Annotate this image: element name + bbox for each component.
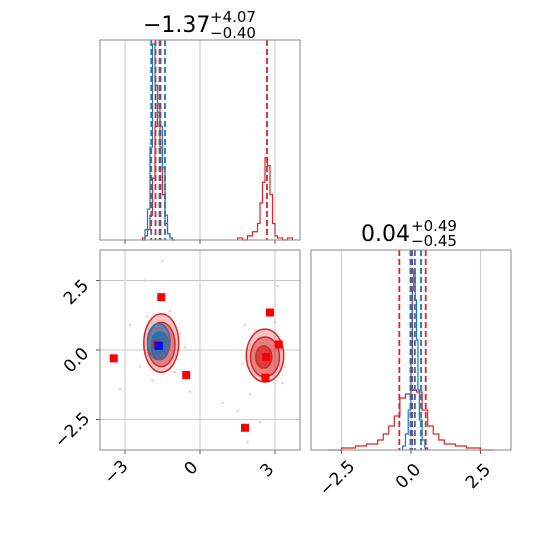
x-tick-label: −3 bbox=[101, 457, 133, 489]
marker-red bbox=[157, 293, 166, 302]
scatter-point bbox=[253, 329, 257, 332]
x-tick-label: 0 bbox=[181, 458, 203, 480]
scatter-point bbox=[243, 323, 247, 327]
title-param0-minus: −0.40 bbox=[210, 24, 256, 42]
title-param1-minus: −0.45 bbox=[411, 232, 457, 250]
scatter-point bbox=[138, 365, 142, 368]
x-tick-label: 2.5 bbox=[462, 460, 495, 493]
panel-frame bbox=[99, 249, 301, 451]
marker-red bbox=[262, 352, 271, 361]
hist-blue bbox=[142, 43, 174, 241]
hist-blue bbox=[402, 269, 429, 450]
x-tick-label: −2.5 bbox=[316, 457, 359, 500]
hist-red-mode2 bbox=[236, 156, 294, 241]
panel-frame bbox=[99, 39, 301, 241]
panel-hist-param1 bbox=[310, 249, 512, 454]
x-tick-label: 0.0 bbox=[392, 460, 425, 493]
title-param0-median: −1.37 bbox=[143, 13, 210, 38]
title-param1-plus: +0.49 bbox=[411, 217, 457, 235]
marker-red bbox=[182, 371, 191, 379]
scatter-point bbox=[248, 393, 252, 396]
scatter-point bbox=[178, 332, 182, 335]
panel-frame bbox=[310, 249, 512, 451]
marker-red bbox=[109, 354, 118, 363]
title-param1-median: 0.04 bbox=[361, 222, 410, 247]
marker-blue bbox=[154, 341, 163, 350]
scatter-point bbox=[273, 321, 277, 324]
scatter-point bbox=[241, 362, 244, 366]
x-tick-label: 3 bbox=[257, 460, 279, 482]
scatter-point bbox=[128, 323, 132, 327]
panel-hist-param0 bbox=[99, 39, 301, 244]
marker-red bbox=[266, 308, 274, 317]
marker-red bbox=[261, 373, 270, 382]
scatter-point bbox=[151, 379, 154, 382]
scatter-point bbox=[168, 309, 172, 313]
scatter-point bbox=[221, 401, 224, 404]
scatter-point bbox=[236, 409, 239, 413]
scatter-point bbox=[188, 390, 192, 393]
scatter-point bbox=[283, 365, 287, 368]
scatter-point bbox=[173, 371, 177, 374]
scatter-point bbox=[258, 421, 262, 424]
scatter-point bbox=[183, 346, 187, 349]
scatter-point bbox=[246, 440, 249, 443]
scatter-point bbox=[146, 315, 149, 318]
y-tick-label: −2.5 bbox=[51, 409, 94, 452]
y-tick-label: 2.5 bbox=[60, 276, 93, 309]
y-tick-label: 0.0 bbox=[60, 344, 93, 377]
marker-red bbox=[274, 340, 283, 349]
title-param0-plus: +4.07 bbox=[210, 8, 256, 26]
marker-red bbox=[241, 423, 249, 432]
scatter-point bbox=[161, 259, 164, 263]
scatter-point bbox=[118, 387, 122, 391]
scatter-point bbox=[143, 279, 147, 282]
scatter-point bbox=[276, 284, 279, 288]
panel-joint-2d bbox=[96, 249, 301, 454]
scatter-point bbox=[281, 382, 284, 385]
